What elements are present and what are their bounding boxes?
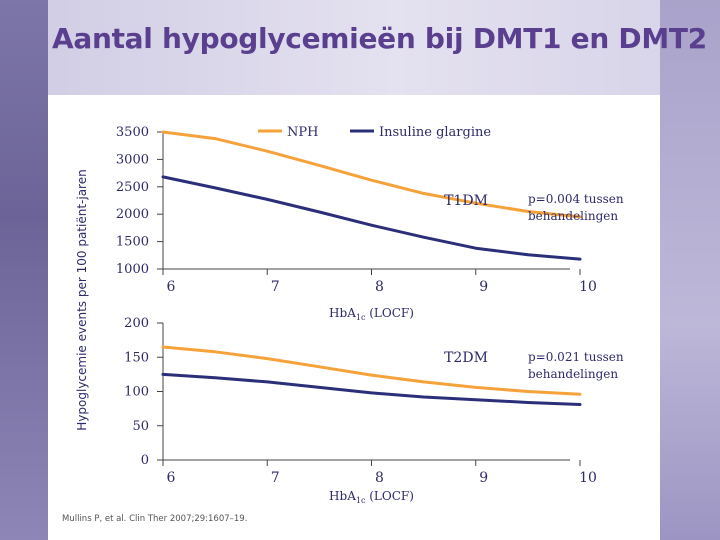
t1dm-y-tick-label: 3500 bbox=[116, 125, 149, 140]
t2dm-p-value-annotation-line2: behandelingen bbox=[528, 367, 618, 381]
legend-nph-label: NPH bbox=[287, 125, 318, 140]
t1dm-x-tick-label: 8 bbox=[375, 279, 384, 295]
y-axis-label: Hypoglycemie events per 100 patiënt-jare… bbox=[75, 169, 89, 431]
t2dm-y-tick-label: 150 bbox=[124, 350, 149, 365]
t1dm-x-tick-label: 9 bbox=[479, 279, 488, 295]
t1dm-y-tick-label: 3000 bbox=[116, 152, 149, 167]
t2dm-series-glargine-line bbox=[161, 372, 582, 406]
t1dm-y-tick-label: 2000 bbox=[116, 207, 149, 222]
t1dm-series-nph-line bbox=[161, 130, 582, 219]
background-right-band bbox=[660, 0, 720, 540]
t1dm-series-glargine-line bbox=[161, 175, 582, 261]
slide-panel bbox=[48, 95, 660, 540]
t2dm-x-tick-label: 10 bbox=[579, 470, 597, 486]
t2dm-y-tick-label: 50 bbox=[132, 419, 149, 434]
t1dm-y-tick-label: 1500 bbox=[116, 235, 149, 250]
t1dm-x-tick-label: 10 bbox=[579, 279, 597, 295]
t1dm-x-tick-label: 6 bbox=[167, 279, 176, 295]
t1dm-y-tick-label: 2500 bbox=[116, 180, 149, 195]
t2dm-series-nph-line bbox=[161, 345, 582, 396]
background-left-band bbox=[0, 0, 48, 540]
t2dm-x-tick-label: 8 bbox=[375, 470, 384, 486]
t1dm-x-tick-label: 7 bbox=[271, 279, 280, 295]
t2dm-y-tick-label: 200 bbox=[124, 316, 149, 331]
t2dm-x-tick-label: 6 bbox=[167, 470, 176, 486]
t1dm-y-tick-label: 1000 bbox=[116, 262, 149, 277]
t2dm-x-axis-label: HbA1c (LOCF) bbox=[329, 489, 414, 505]
t1dm-p-value-annotation-line2: behandelingen bbox=[528, 209, 618, 223]
t2dm-panel-label: T2DM bbox=[444, 350, 488, 366]
t2dm-x-tick-label: 7 bbox=[271, 470, 280, 486]
t2dm-y-tick-label: 0 bbox=[141, 453, 149, 468]
legend-glargine-label: Insuline glargine bbox=[379, 125, 491, 140]
background-top-band bbox=[0, 0, 720, 95]
slide-title: Aantal hypoglycemieën bij DMT1 en DMT2 bbox=[52, 22, 707, 55]
citation: Mullins P, et al. Clin Ther 2007;29:1607… bbox=[62, 514, 248, 524]
t2dm-y-tick-label: 100 bbox=[124, 385, 149, 400]
t1dm-panel-label: T1DM bbox=[444, 193, 488, 209]
t1dm-x-axis-label: HbA1c (LOCF) bbox=[329, 306, 414, 322]
t1dm-p-value-annotation-line1: p=0.004 tussen bbox=[528, 192, 624, 206]
t2dm-x-tick-label: 9 bbox=[479, 470, 488, 486]
t2dm-p-value-annotation-line1: p=0.021 tussen bbox=[528, 350, 624, 364]
